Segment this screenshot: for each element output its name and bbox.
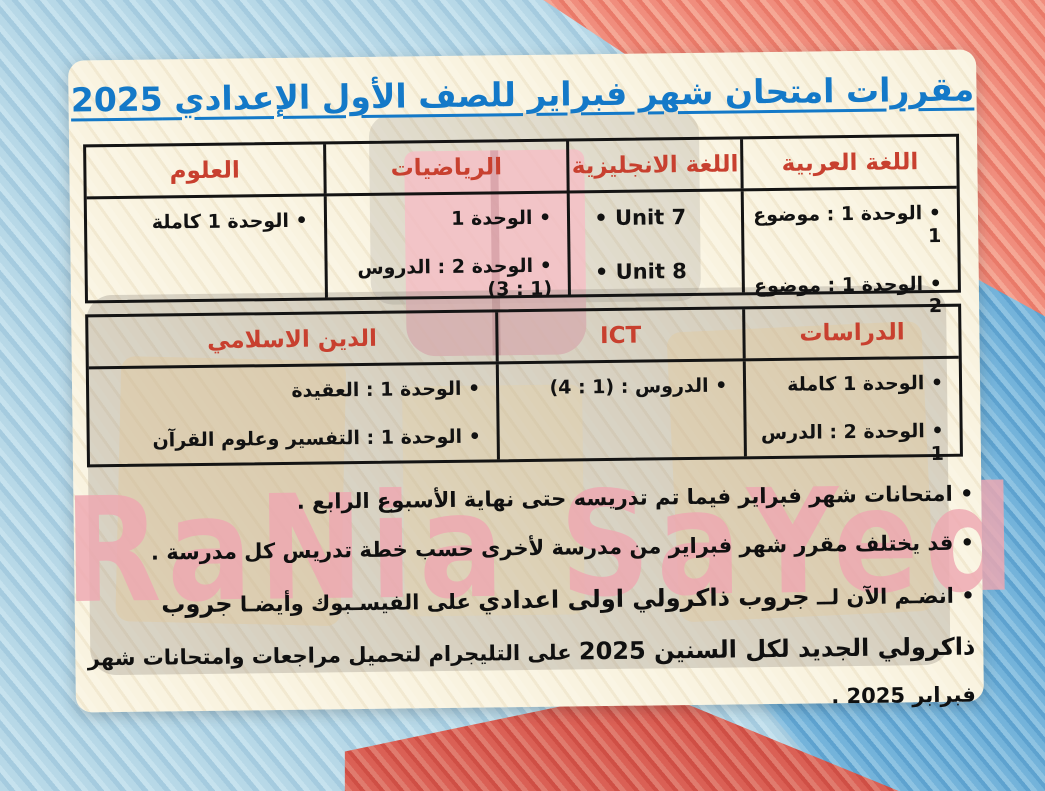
header-ict: ICT (495, 309, 743, 362)
note-join-groups: • انضـم الآن لــ جروب ذاكرولي اولى اعداد… (80, 570, 976, 729)
table-1-body-row: • الوحدة 1 : موضوع 1 • الوحدة 1 : موضوع … (87, 188, 958, 317)
curriculum-item: • الوحدة 1 : موضوع 1 (753, 201, 942, 247)
curriculum-item: • الوحدة 2 : الدروس (1 : 3) (357, 254, 553, 301)
subjects-table-2: الدراسات ICT الدين الاسلامي • الوحدة 1 ك… (85, 303, 963, 468)
header-arabic-language: اللغة العربية (740, 136, 957, 189)
cell-arabic-language: • الوحدة 1 : موضوع 1 • الوحدة 1 : موضوع … (740, 188, 958, 317)
cell-social-studies: • الوحدة 1 كاملة • الوحدة 2 : الدرس 1 (743, 358, 960, 465)
curriculum-item: • الوحدة 2 : الدرس 1 (760, 419, 945, 465)
paper-sheet: RaNia SaYed مقررات امتحان شهر فبراير للص… (63, 49, 1022, 713)
curriculum-item: • الوحدة 1 (451, 206, 552, 230)
header-english-language: اللغة الانجليزية (566, 139, 741, 191)
curriculum-item: • Unit 7 (594, 205, 687, 231)
header-islamic-religion: الدين الاسلامي (207, 325, 378, 354)
note-segment: • انضـم الآن لــ (809, 583, 975, 610)
subjects-table-1: اللغة العربية اللغة الانجليزية الرياضيات… (83, 133, 961, 317)
header-social-studies: الدراسات (742, 306, 959, 359)
cell-ict: • الدروس : (1 : 4) (495, 361, 745, 460)
notes-section: • امتحانات شهر فبراير فيما تم تدريسه حتى… (79, 472, 976, 734)
facebook-group-name: جروب ذاكرولي اولى اعدادي (477, 582, 810, 615)
curriculum-item: • الوحدة 1 : التفسير وعلوم القرآن (152, 425, 481, 452)
cell-science: • الوحدة 1 كاملة (87, 196, 325, 300)
curriculum-item: • Unit 8 (594, 259, 687, 285)
curriculum-item: • الوحدة 1 كاملة (787, 371, 944, 396)
curriculum-item: • الوحدة 1 كاملة (151, 209, 308, 234)
note-school-variation: • قد يختلف مقرر شهر فبراير من مدرسة لأخر… (150, 530, 975, 565)
curriculum-item: • الدروس : (1 : 4) (549, 374, 728, 399)
table-2-body-row: • الوحدة 1 كاملة • الوحدة 2 : الدرس 1 • … (89, 358, 960, 465)
header-science: العلوم (169, 156, 240, 184)
cell-mathematics: • الوحدة 1 • الوحدة 2 : الدروس (1 : 3) (323, 193, 569, 300)
cell-islamic-religion: • الوحدة 1 : العقيدة • الوحدة 1 : التفسي… (89, 364, 497, 464)
cell-english-language: • Unit 7 • Unit 8 (566, 191, 743, 295)
note-segment: على الفيسـبوك وأيضـا (232, 589, 479, 617)
curriculum-item: • الوحدة 1 : العقيدة (291, 377, 481, 402)
note-exam-coverage: • امتحانات شهر فبراير فيما تم تدريسه حتى… (296, 481, 974, 514)
header-mathematics: الرياضيات (322, 141, 567, 194)
page-title: مقررات امتحان شهر فبراير للصف الأول الإع… (70, 69, 975, 120)
